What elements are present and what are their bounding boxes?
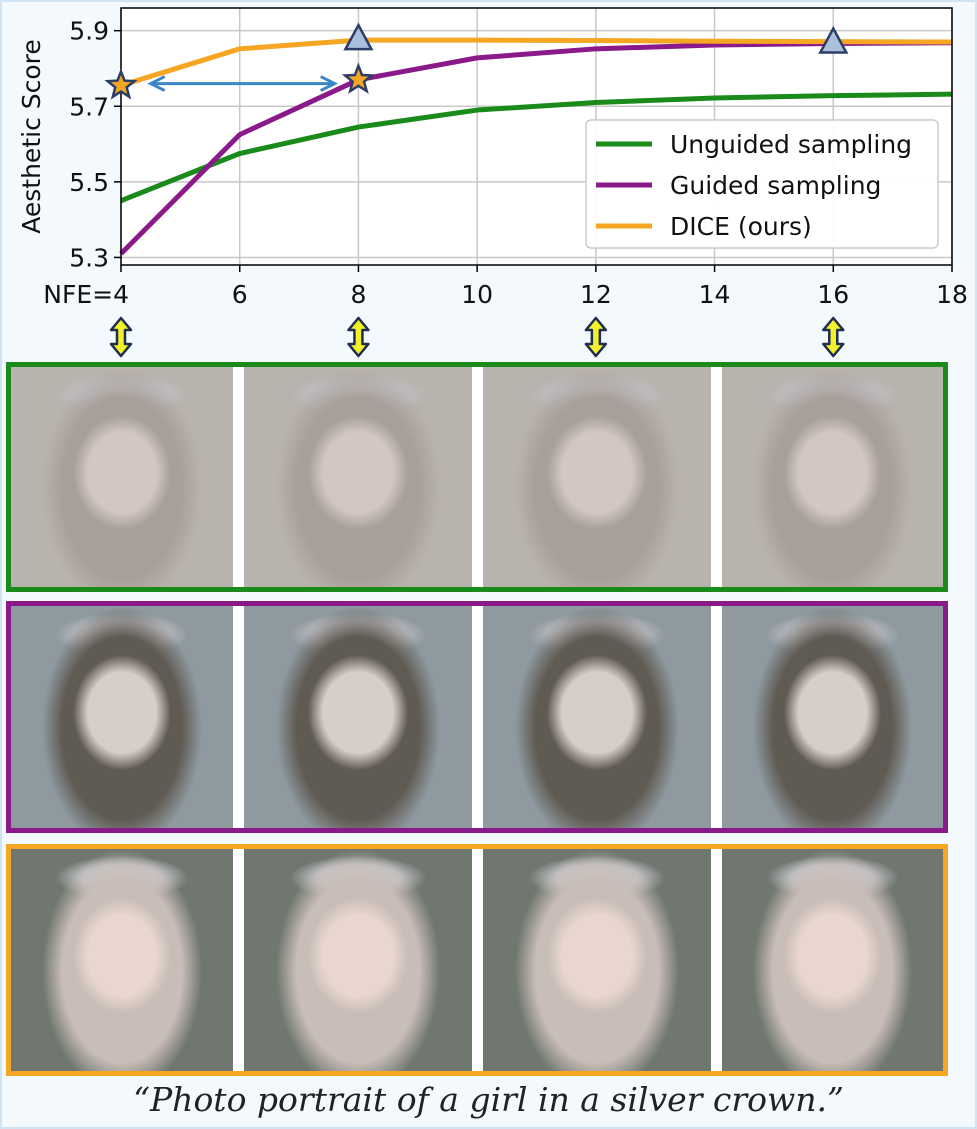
y-tick-label: 5.9 bbox=[69, 17, 109, 46]
aesthetic-score-chart: NFE=4 6 8 10 12 14 16 18 5.3 5.5 5.7 5.9 Aesthetic S… bbox=[17, 7, 968, 358]
figure-caption: “Photo portrait of a girl in a silver cr… bbox=[133, 1080, 844, 1119]
portrait-image bbox=[11, 367, 233, 587]
y-tick-label: 5.7 bbox=[69, 92, 109, 121]
x-tick-label: 8 bbox=[350, 280, 366, 309]
y-axis-label: Aesthetic Score bbox=[17, 39, 46, 234]
portrait-image bbox=[11, 849, 233, 1071]
x-tick-label: NFE=4 bbox=[43, 280, 129, 309]
vertical-double-arrow bbox=[109, 316, 133, 358]
vertical-double-arrow bbox=[584, 316, 608, 358]
x-tick-label: 12 bbox=[580, 280, 612, 309]
legend-box bbox=[585, 119, 939, 249]
star-marker bbox=[104, 68, 138, 100]
legend-label-0: Unguided sampling bbox=[670, 130, 912, 159]
star-marker bbox=[341, 62, 376, 94]
legend-label-2: DICE (ours) bbox=[670, 212, 812, 241]
y-tick-label: 5.5 bbox=[69, 168, 109, 197]
double-arrow-left-head bbox=[147, 75, 166, 92]
image-row-0 bbox=[6, 362, 948, 592]
x-tick-label: 10 bbox=[461, 280, 493, 309]
vertical-double-arrow bbox=[822, 316, 845, 358]
portrait-image bbox=[11, 606, 233, 828]
triangle-marker bbox=[343, 22, 374, 51]
series-line-2 bbox=[120, 37, 953, 88]
x-tick-label: 14 bbox=[699, 280, 731, 309]
vertical-double-arrow bbox=[347, 316, 370, 358]
x-tick-label: 6 bbox=[232, 280, 248, 309]
x-tick-label: 16 bbox=[817, 280, 849, 309]
legend-label-1: Guided sampling bbox=[670, 171, 881, 200]
portrait-image bbox=[244, 367, 472, 587]
portrait-image bbox=[483, 849, 711, 1071]
image-row-2 bbox=[6, 844, 948, 1076]
x-tick-label: 18 bbox=[936, 280, 968, 309]
portrait-image bbox=[722, 606, 943, 828]
triangle-marker bbox=[818, 25, 849, 54]
portrait-image bbox=[722, 849, 943, 1071]
series-line-0 bbox=[120, 91, 953, 204]
image-row-1 bbox=[6, 601, 948, 833]
portrait-image bbox=[483, 606, 711, 828]
plot-frame bbox=[120, 7, 953, 266]
portrait-image bbox=[244, 606, 472, 828]
portrait-image bbox=[483, 367, 711, 587]
double-arrow-right-head bbox=[320, 75, 339, 92]
portrait-image bbox=[244, 849, 472, 1071]
portrait-image bbox=[722, 367, 943, 587]
y-tick-label: 5.3 bbox=[69, 243, 109, 272]
